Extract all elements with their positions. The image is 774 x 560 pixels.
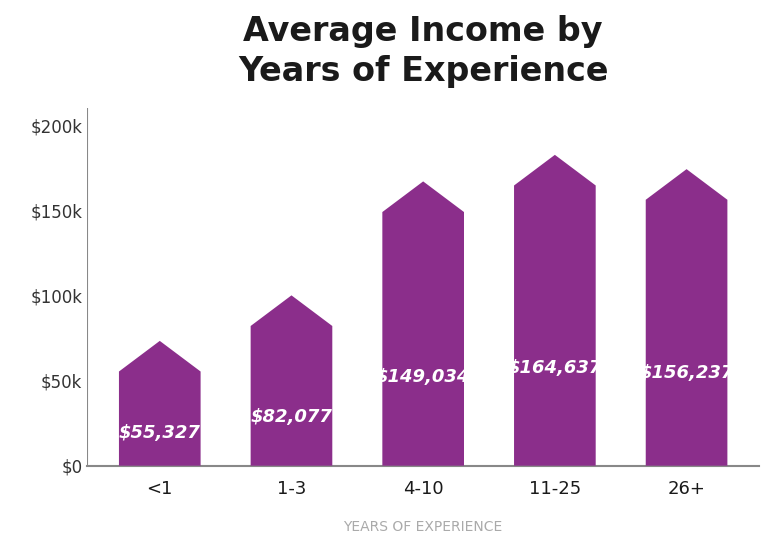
Text: $156,237: $156,237 <box>639 363 734 381</box>
Polygon shape <box>646 169 728 466</box>
Polygon shape <box>382 181 464 466</box>
X-axis label: YEARS OF EXPERIENCE: YEARS OF EXPERIENCE <box>344 520 503 534</box>
Text: $164,637: $164,637 <box>508 358 602 377</box>
Text: $82,077: $82,077 <box>251 408 332 426</box>
Polygon shape <box>119 341 200 466</box>
Polygon shape <box>514 155 596 466</box>
Title: Average Income by
Years of Experience: Average Income by Years of Experience <box>238 15 608 87</box>
Polygon shape <box>251 295 332 466</box>
Text: $55,327: $55,327 <box>119 424 200 442</box>
Text: $149,034: $149,034 <box>376 368 471 386</box>
